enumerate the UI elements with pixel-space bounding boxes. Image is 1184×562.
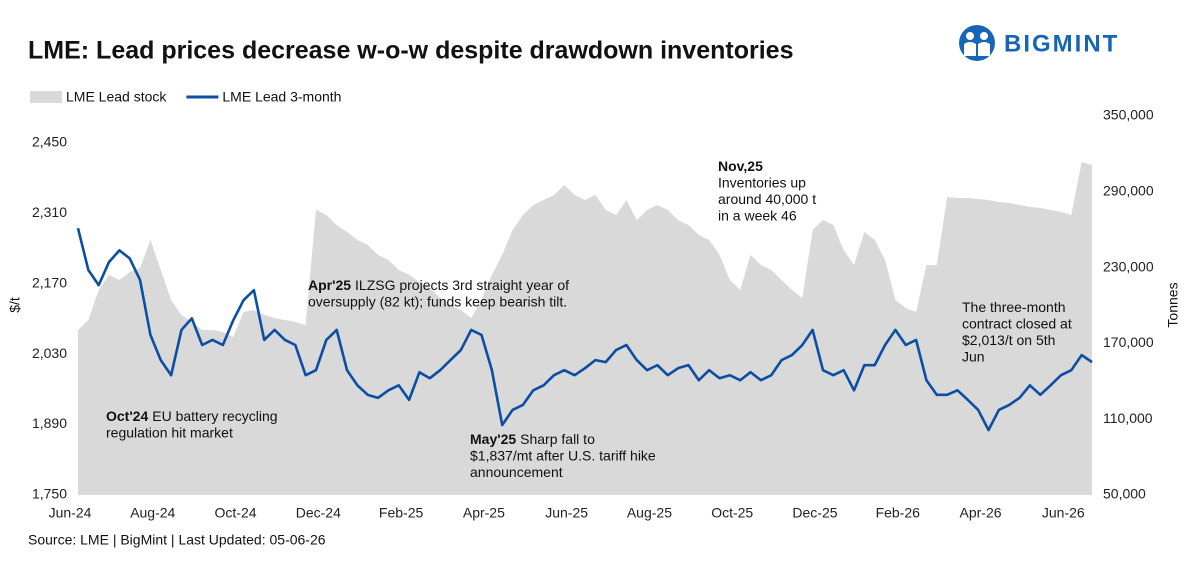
y2-tick-label: 170,000 <box>1103 334 1154 350</box>
annotation-bold: May'25 <box>470 431 516 447</box>
annotation: Jun <box>962 348 985 364</box>
y-tick-label: 2,450 <box>32 133 67 149</box>
annotation-text: ILZSG projects 3rd straight year of <box>355 277 569 293</box>
x-tick-label: Apr-25 <box>463 505 505 521</box>
annotation: May'25 Sharp fall to <box>470 431 595 447</box>
annotation-text: EU battery recycling <box>152 408 277 424</box>
annotation: Oct'24 EU battery recycling <box>106 408 278 424</box>
stock-area <box>78 161 1092 495</box>
y-tick-label: 2,030 <box>32 345 67 361</box>
annotation-text: $1,837/mt after U.S. tariff hike <box>470 447 656 463</box>
annotation-bold: Apr'25 <box>308 277 351 293</box>
y2-tick-label: 50,000 <box>1103 486 1146 502</box>
x-tick-label: Feb-25 <box>379 505 424 521</box>
y-tick-label: 1,750 <box>32 486 67 502</box>
annotation: contract closed at <box>962 315 1072 331</box>
x-tick-label: Oct-24 <box>215 505 257 521</box>
annotation: regulation hit market <box>106 424 233 440</box>
legend-label: LME Lead stock <box>66 89 167 105</box>
y2-tick-label: 230,000 <box>1103 258 1154 274</box>
x-tick-label: Jun-26 <box>1042 505 1085 521</box>
chart-title: LME: Lead prices decrease w-o-w despite … <box>28 37 793 65</box>
legend-swatch <box>30 91 62 103</box>
price-line <box>76 227 1093 432</box>
annotation: around 40,000 t <box>718 191 816 207</box>
annotation-text: contract closed at <box>962 315 1072 331</box>
annotation: Inventories up <box>718 174 806 190</box>
x-tick-label: Dec-24 <box>296 505 341 521</box>
annotation-text: in a week 46 <box>718 207 797 223</box>
x-tick-label: Jun-24 <box>49 505 92 521</box>
annotation-text: announcement <box>470 464 563 480</box>
annotation-bold: Nov,25 <box>718 158 763 174</box>
x-tick-label: Aug-25 <box>627 505 672 521</box>
annotation: announcement <box>470 464 563 480</box>
x-tick-label: Jun-25 <box>545 505 588 521</box>
y2-axis-label: Tonnes <box>1165 282 1181 327</box>
x-tick-label: Oct-25 <box>711 505 753 521</box>
annotation-text: $2,013/t on 5th <box>962 332 1055 348</box>
annotation-bold: Oct'24 <box>106 408 148 424</box>
annotation: Apr'25 ILZSG projects 3rd straight year o… <box>308 277 569 293</box>
y2-tick-label: 110,000 <box>1103 410 1153 426</box>
annotation-text: regulation hit market <box>106 424 233 440</box>
annotation: $1,837/mt after U.S. tariff hike <box>470 447 656 463</box>
annotation: Nov,25 <box>718 158 763 174</box>
annotation-text: The three-month <box>962 299 1066 315</box>
y-tick-label: 2,310 <box>32 204 67 220</box>
y2-tick-label: 290,000 <box>1103 183 1154 199</box>
annotation-text: Inventories up <box>718 174 806 190</box>
y-axis-label: $/t <box>7 297 23 313</box>
x-tick-label: Dec-25 <box>792 505 837 521</box>
annotation-text: Sharp fall to <box>520 431 595 447</box>
annotation-text: Jun <box>962 348 985 364</box>
y2-tick-label: 350,000 <box>1103 107 1154 123</box>
x-tick-label: Aug-24 <box>130 505 175 521</box>
legend-label: LME Lead 3-month <box>222 89 341 105</box>
annotation: The three-month <box>962 299 1066 315</box>
y-tick-label: 2,170 <box>32 274 67 290</box>
annotation-text: around 40,000 t <box>718 191 816 207</box>
x-tick-label: Apr-26 <box>960 505 1002 521</box>
source: Source: LME | BigMint | Last Updated: 05… <box>28 532 326 548</box>
annotation: $2,013/t on 5th <box>962 332 1055 348</box>
plot <box>76 161 1093 495</box>
y-tick-label: 1,890 <box>32 415 67 431</box>
x-tick-label: Feb-26 <box>876 505 921 521</box>
annotation: in a week 46 <box>718 207 797 223</box>
annotation-text: oversupply (82 kt); funds keep bearish t… <box>308 293 567 309</box>
annotation: oversupply (82 kt); funds keep bearish t… <box>308 293 567 309</box>
logo-text: BIGMINT <box>1004 30 1119 57</box>
logo: BIGMINT <box>959 25 1119 61</box>
